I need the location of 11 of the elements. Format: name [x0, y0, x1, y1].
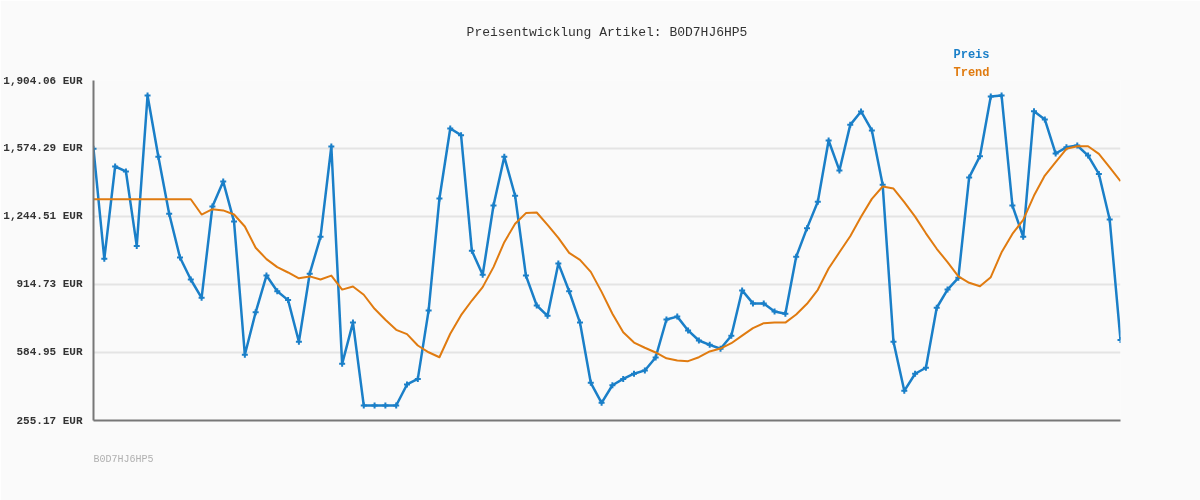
- y-tick-label: 255.17 EUR: [16, 414, 83, 427]
- y-tick-label: 1,904.06 EUR: [3, 74, 83, 87]
- y-tick-label: 914.73 EUR: [16, 278, 83, 291]
- text: B0D7HJ6HP5: [93, 453, 154, 465]
- text: Preis: [953, 47, 990, 62]
- y-tick-label: 584.95 EUR: [16, 346, 83, 359]
- y-tick-label: 1,244.51 EUR: [3, 210, 83, 223]
- chart-title: Preisentwicklung Artikel: B0D7HJ6HP5: [466, 24, 748, 40]
- line-series: [93, 145, 1121, 363]
- y-tick-label: 1,574.29 EUR: [3, 142, 83, 155]
- text: Trend: [953, 65, 990, 80]
